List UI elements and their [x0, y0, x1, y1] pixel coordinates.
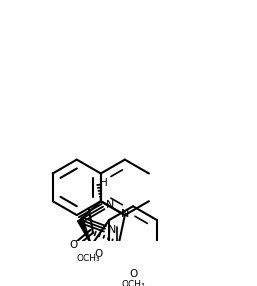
Text: OCH₃: OCH₃ — [121, 280, 145, 286]
Text: N: N — [107, 225, 116, 235]
Text: O: O — [129, 269, 137, 279]
Text: O: O — [95, 249, 103, 259]
Text: O: O — [70, 240, 78, 250]
Text: N: N — [121, 209, 129, 219]
Text: H: H — [100, 178, 108, 188]
Text: N: N — [106, 200, 114, 210]
Polygon shape — [78, 219, 91, 245]
Text: OCH₃: OCH₃ — [77, 254, 100, 263]
